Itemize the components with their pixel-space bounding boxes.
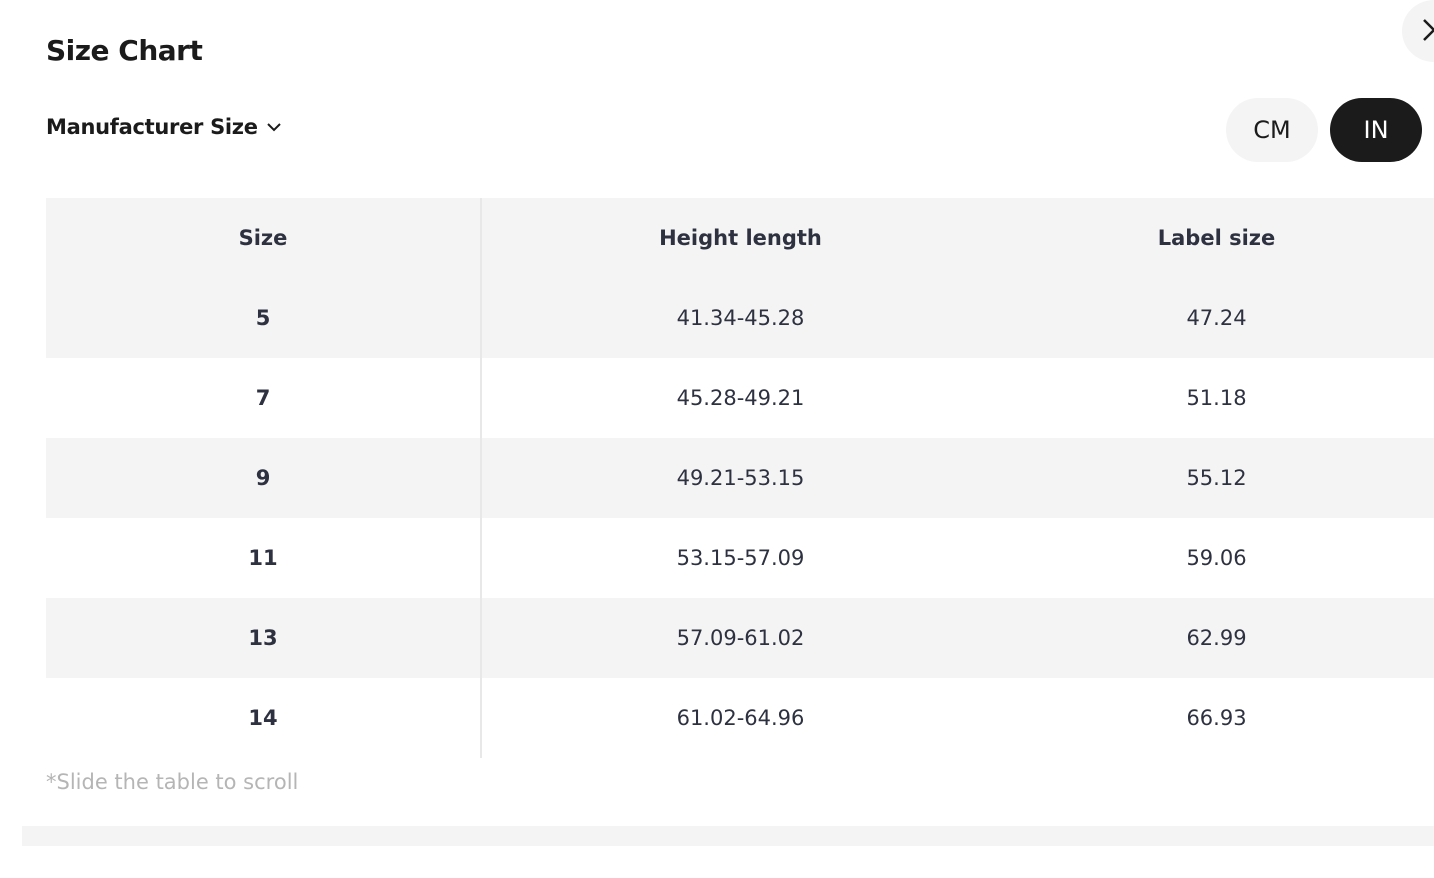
cell-label-size: 59.06	[1186, 546, 1247, 570]
unit-cm-button[interactable]: CM	[1226, 98, 1318, 162]
cell-height-length: 57.09-61.02	[676, 626, 805, 650]
table-row: 11 53.15-57.09 59.06	[46, 518, 1434, 598]
header-height-length: Height length	[659, 226, 822, 250]
cell-label-size: 47.24	[1186, 306, 1247, 330]
cell-label-size: 62.99	[1186, 626, 1247, 650]
table-row: 7 45.28-49.21 51.18	[46, 358, 1434, 438]
table-row: 5 41.34-45.28 47.24	[46, 278, 1434, 358]
scroll-hint: *Slide the table to scroll	[46, 770, 299, 794]
cell-height-length: 61.02-64.96	[676, 706, 805, 730]
cell-label-size: 55.12	[1186, 466, 1247, 490]
chevron-down-icon	[266, 123, 281, 132]
cell-height-length: 49.21-53.15	[676, 466, 805, 490]
cell-height-length: 41.34-45.28	[676, 306, 805, 330]
cell-size: 13	[46, 598, 482, 678]
unit-in-button[interactable]: IN	[1330, 98, 1422, 162]
cell-label-size: 51.18	[1186, 386, 1247, 410]
cell-size: 5	[46, 278, 482, 358]
size-system-dropdown[interactable]: Manufacturer Size	[46, 115, 282, 139]
cell-size: 11	[46, 518, 482, 598]
table-row: 14 61.02-64.96 66.93	[46, 678, 1434, 758]
cell-size: 9	[46, 438, 482, 518]
header-label-size: Label size	[1157, 226, 1276, 250]
table-row: 13 57.09-61.02 62.99	[46, 598, 1434, 678]
section-divider	[22, 826, 1434, 846]
cell-size: 7	[46, 358, 482, 438]
close-icon	[1423, 19, 1434, 41]
cell-height-length: 45.28-49.21	[676, 386, 805, 410]
cell-size: 14	[46, 678, 482, 758]
cell-label-size: 66.93	[1186, 706, 1247, 730]
page-title: Size Chart	[46, 34, 203, 67]
size-table[interactable]: Size Height length Label size 5 41.34-45.…	[46, 198, 1434, 758]
cell-height-length: 53.15-57.09	[676, 546, 805, 570]
table-header-row: Size Height length Label size	[46, 198, 1434, 278]
size-system-label: Manufacturer Size	[46, 115, 258, 139]
table-row: 9 49.21-53.15 55.12	[46, 438, 1434, 518]
close-button[interactable]	[1402, 0, 1434, 62]
header-size: Size	[46, 198, 482, 278]
